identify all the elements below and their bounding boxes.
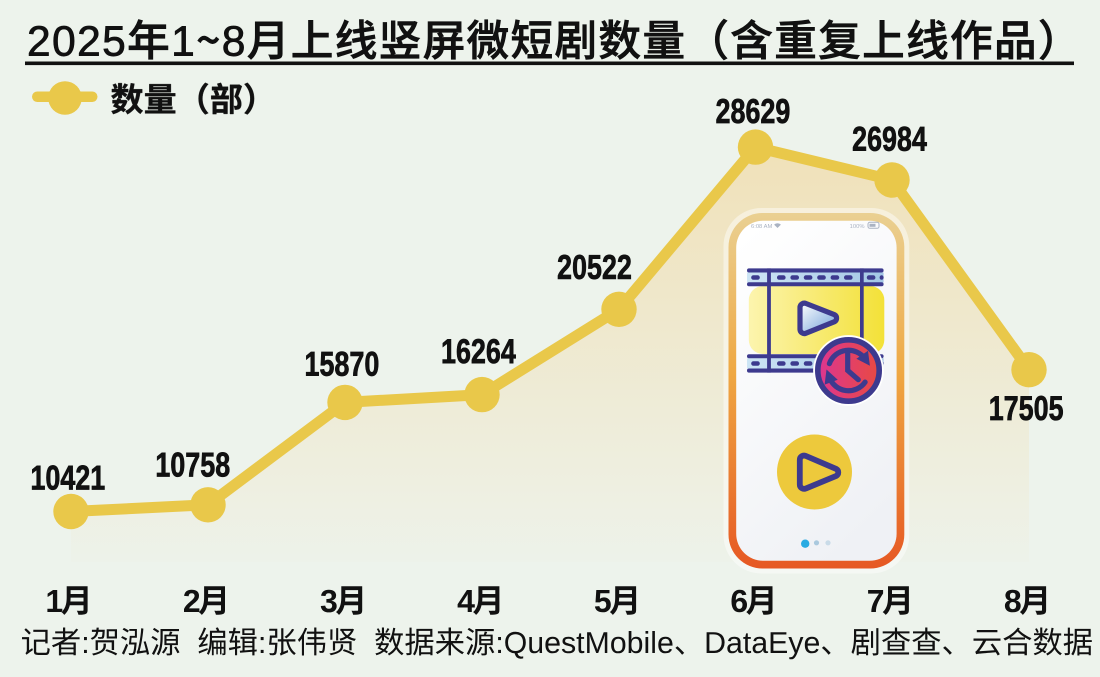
svg-text:6:08 AM: 6:08 AM — [751, 224, 772, 230]
svg-text:100%: 100% — [850, 224, 865, 230]
